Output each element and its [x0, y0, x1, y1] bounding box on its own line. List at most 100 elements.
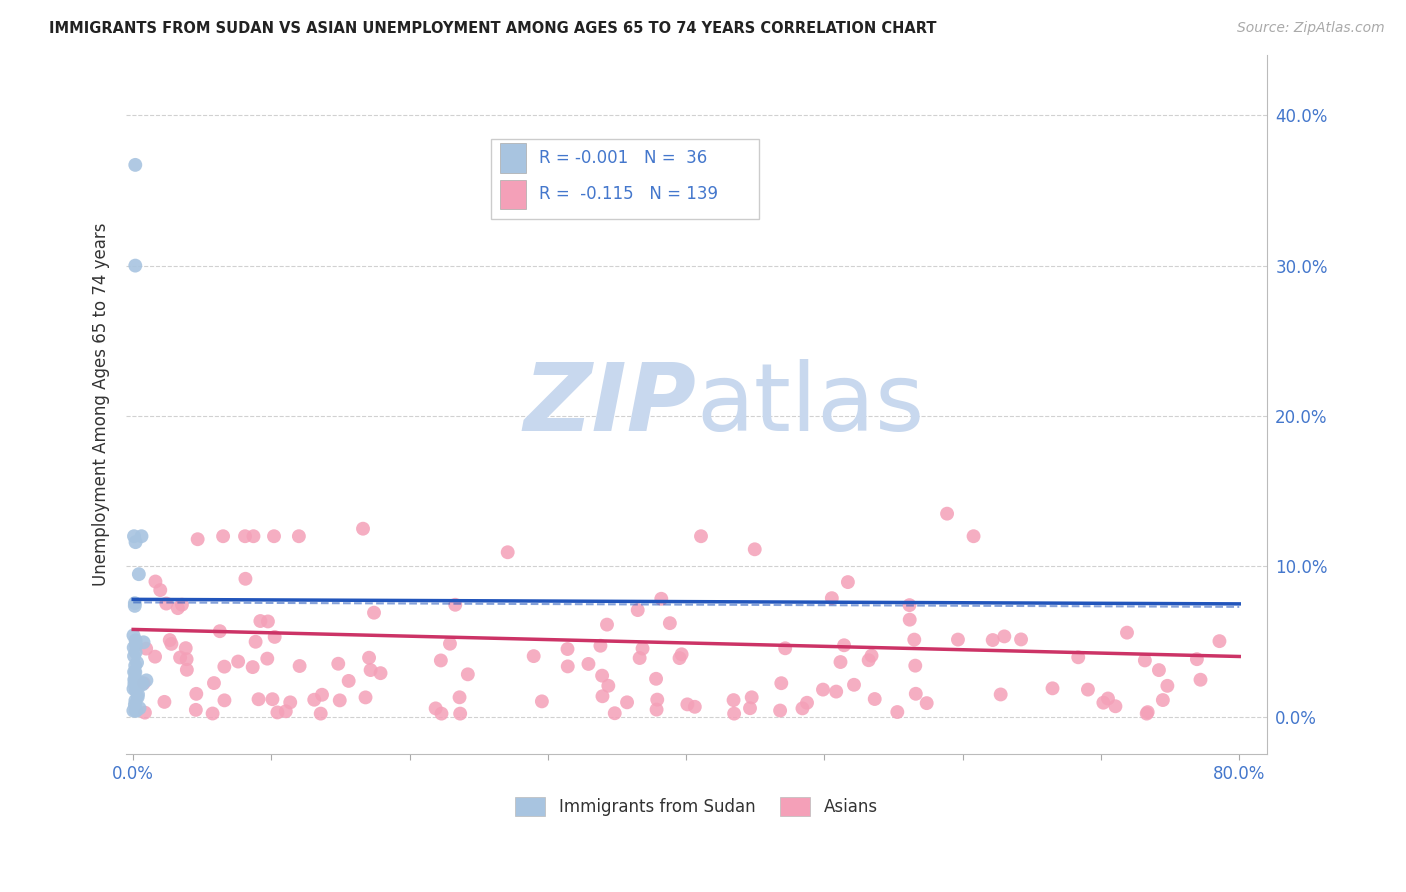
Point [149, 583, 172, 598]
Point [671, 648, 693, 662]
Point [309, 706, 332, 721]
Point [886, 705, 908, 719]
Point [233, 529, 256, 543]
Point [821, 591, 844, 606]
Point [993, 629, 1015, 643]
Point [288, 659, 311, 673]
Point [863, 692, 886, 706]
Text: IMMIGRANTS FROM SUDAN VS ASIAN UNEMPLOYMENT AMONG AGES 65 TO 74 YEARS CORRELATIO: IMMIGRANTS FROM SUDAN VS ASIAN UNEMPLOYM… [49, 21, 936, 36]
Point [650, 591, 672, 606]
Point [904, 658, 927, 673]
Point [898, 613, 921, 627]
Point [603, 706, 626, 721]
Point [124, 658, 146, 673]
Point [825, 684, 848, 698]
Text: R =  -0.115   N = 139: R = -0.115 N = 139 [538, 186, 718, 203]
Point [135, 673, 157, 688]
Point [591, 690, 613, 704]
Point [668, 651, 690, 665]
Point [145, 574, 167, 589]
Point [962, 529, 984, 543]
Point [131, 676, 153, 690]
Point [329, 693, 352, 707]
Point [134, 706, 156, 720]
Point [1156, 679, 1178, 693]
Point [496, 545, 519, 559]
Point [1097, 691, 1119, 706]
Point [187, 533, 209, 547]
Point [184, 703, 207, 717]
Y-axis label: Unemployment Among Ages 65 to 74 years: Unemployment Among Ages 65 to 74 years [93, 223, 110, 586]
Point [135, 641, 157, 656]
Text: R = -0.001   N =  36: R = -0.001 N = 36 [538, 149, 707, 167]
Point [263, 630, 285, 644]
Point [302, 692, 325, 706]
Point [122, 529, 145, 543]
Point [628, 651, 651, 665]
Point [449, 690, 471, 705]
Point [596, 617, 619, 632]
Point [131, 529, 153, 543]
Point [176, 663, 198, 677]
FancyBboxPatch shape [491, 139, 759, 219]
Point [769, 704, 792, 718]
Point [124, 158, 146, 172]
Point [858, 653, 880, 667]
Point [744, 542, 766, 557]
Point [124, 698, 146, 712]
Point [598, 679, 620, 693]
Point [125, 704, 148, 718]
Point [723, 706, 745, 721]
Point [591, 668, 613, 682]
Point [631, 641, 654, 656]
Point [741, 690, 763, 705]
Point [354, 690, 377, 705]
Point [256, 651, 278, 665]
Point [125, 638, 148, 652]
Point [208, 624, 231, 639]
Point [990, 688, 1012, 702]
Point [860, 648, 883, 663]
Point [946, 632, 969, 647]
Point [124, 665, 146, 680]
Point [530, 694, 553, 708]
Point [425, 701, 447, 715]
Point [202, 676, 225, 690]
Point [245, 634, 267, 648]
Point [263, 529, 285, 543]
Point [370, 666, 392, 681]
Point [337, 673, 360, 688]
Point [174, 641, 197, 656]
Point [214, 693, 236, 707]
Point [1147, 663, 1170, 677]
Point [288, 529, 311, 543]
Point [122, 628, 145, 642]
Point [186, 687, 208, 701]
Point [124, 676, 146, 690]
Point [1067, 650, 1090, 665]
Point [1092, 696, 1115, 710]
Point [169, 650, 191, 665]
Point [257, 615, 280, 629]
Point [1104, 699, 1126, 714]
Point [124, 693, 146, 707]
Point [616, 695, 638, 709]
Point [676, 698, 699, 712]
Point [690, 529, 713, 543]
Point [249, 614, 271, 628]
Point [645, 703, 668, 717]
Point [1136, 705, 1159, 719]
Point [830, 655, 852, 669]
Point [449, 706, 471, 721]
Point [981, 633, 1004, 648]
Point [738, 701, 761, 715]
Point [155, 597, 177, 611]
Point [444, 598, 467, 612]
Point [124, 599, 146, 613]
Point [439, 637, 461, 651]
Point [796, 696, 818, 710]
Point [363, 606, 385, 620]
Point [242, 660, 264, 674]
Point [122, 681, 145, 696]
Point [124, 259, 146, 273]
